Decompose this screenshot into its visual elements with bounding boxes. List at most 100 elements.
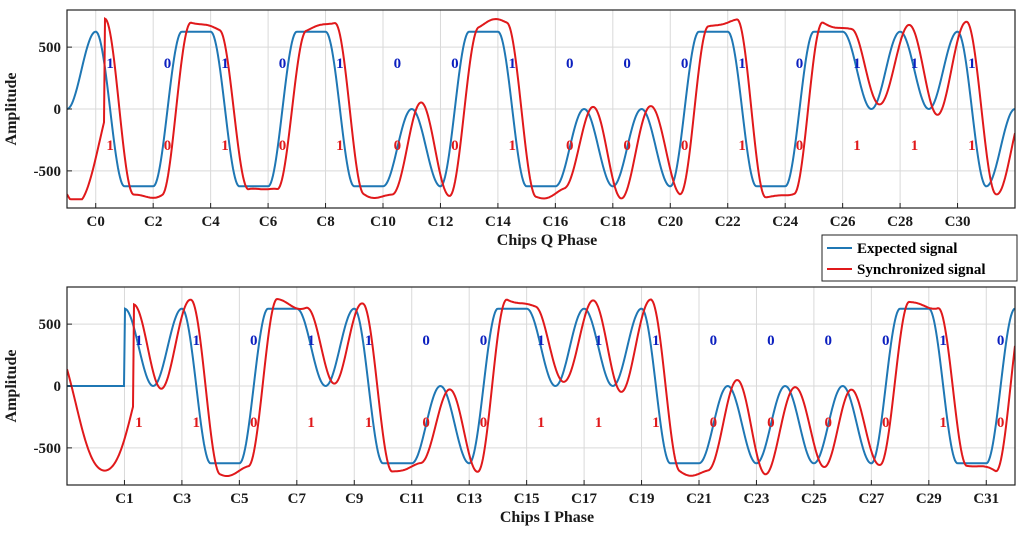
series-line-synchronized-signal: [67, 17, 1015, 201]
legend-label: Expected signal: [857, 241, 957, 257]
y-axis-label: Amplitude: [3, 350, 20, 423]
bit-label-expected: 0: [681, 56, 689, 72]
x-tick-label: C28: [887, 214, 913, 230]
x-tick-label: C4: [201, 214, 220, 230]
x-tick-label: C29: [916, 491, 942, 507]
bit-label-expected: 0: [164, 56, 172, 72]
x-axis-label: Chips I Phase: [500, 509, 594, 526]
bit-label-synchronized: 0: [882, 415, 890, 431]
bit-label-synchronized: 0: [825, 415, 833, 431]
x-tick-label: C9: [345, 491, 363, 507]
bit-label-synchronized: 0: [767, 415, 775, 431]
bit-label-synchronized: 1: [537, 415, 545, 431]
bit-label-expected: 0: [279, 56, 287, 72]
bit-label-synchronized: 0: [451, 138, 459, 154]
bit-label-expected: 1: [193, 333, 201, 349]
x-tick-label: C1: [115, 491, 133, 507]
bit-label-synchronized: 1: [106, 138, 114, 154]
bit-label-expected: 0: [394, 56, 402, 72]
x-tick-label: C0: [87, 214, 105, 230]
bit-label-synchronized: 0: [279, 138, 287, 154]
bit-label-expected: 1: [652, 333, 660, 349]
bit-label-synchronized: 0: [422, 415, 430, 431]
x-tick-label: C31: [973, 491, 999, 507]
x-tick-label: C8: [316, 214, 334, 230]
x-tick-label: C27: [858, 491, 884, 507]
bit-label-expected: 1: [911, 56, 919, 72]
bit-label-synchronized: 1: [307, 415, 315, 431]
bit-label-synchronized: 1: [911, 138, 919, 154]
bit-label-expected: 0: [566, 56, 574, 72]
x-tick-label: C25: [801, 491, 827, 507]
bit-label-synchronized: 0: [997, 415, 1005, 431]
x-tick-label: C14: [485, 214, 511, 230]
series-lines: [67, 297, 1015, 477]
x-tick-label: C2: [144, 214, 162, 230]
x-tick-label: C5: [230, 491, 248, 507]
bit-label-expected: 0: [710, 333, 718, 349]
bit-label-synchronized: 0: [566, 138, 574, 154]
bit-label-expected: 0: [825, 333, 833, 349]
bit-label-synchronized: 0: [164, 138, 172, 154]
x-tick-label: C18: [600, 214, 626, 230]
y-tick-label: 500: [39, 40, 62, 56]
x-tick-label: C16: [542, 214, 568, 230]
x-axis-label: Chips Q Phase: [497, 232, 597, 249]
legend-label: Synchronized signal: [857, 262, 986, 278]
bit-label-synchronized: 1: [336, 138, 344, 154]
bit-label-synchronized: 0: [710, 415, 718, 431]
x-tick-label: C22: [715, 214, 741, 230]
bit-label-expected: 1: [595, 333, 603, 349]
bit-label-synchronized: 1: [968, 138, 976, 154]
bit-label-synchronized: 1: [652, 415, 660, 431]
bit-label-expected: 1: [336, 56, 344, 72]
bit-label-expected: 1: [135, 333, 143, 349]
bit-label-expected: 0: [623, 56, 631, 72]
bit-label-expected: 0: [882, 333, 890, 349]
bit-label-expected: 1: [537, 333, 545, 349]
bit-label-expected: 0: [767, 333, 775, 349]
x-tick-label: C19: [629, 491, 655, 507]
y-tick-label: -500: [34, 441, 62, 457]
bit-label-expected: 1: [853, 56, 861, 72]
bit-label-synchronized: 1: [365, 415, 373, 431]
x-tick-label: C6: [259, 214, 278, 230]
bit-label-synchronized: 1: [135, 415, 143, 431]
bit-label-synchronized: 1: [853, 138, 861, 154]
bit-label-expected: 0: [480, 333, 488, 349]
bit-label-synchronized: 1: [509, 138, 517, 154]
bit-label-expected: 1: [106, 56, 114, 72]
y-tick-label: -500: [34, 164, 62, 180]
x-tick-label: C7: [288, 491, 307, 507]
bit-label-synchronized: 0: [394, 138, 402, 154]
bit-label-synchronized: 1: [595, 415, 603, 431]
x-tick-label: C30: [945, 214, 971, 230]
bit-label-synchronized: 0: [480, 415, 488, 431]
x-tick-label: C13: [456, 491, 482, 507]
series-line-expected-signal: [67, 307, 1015, 465]
bit-label-expected: 1: [968, 56, 976, 72]
x-tick-label: C10: [370, 214, 396, 230]
x-tick-label: C21: [686, 491, 712, 507]
bit-label-expected: 0: [250, 333, 258, 349]
bit-label-synchronized: 0: [250, 415, 258, 431]
bit-label-expected: 0: [422, 333, 430, 349]
x-tick-label: C15: [514, 491, 540, 507]
bit-label-expected: 1: [939, 333, 947, 349]
series-line-synchronized-signal: [67, 297, 1015, 477]
y-tick-label: 0: [54, 102, 62, 118]
bit-label-synchronized: 1: [221, 138, 229, 154]
legend: Expected signal Synchronized signal: [821, 234, 1018, 282]
x-tick-label: C3: [173, 491, 191, 507]
x-tick-label: C23: [744, 491, 770, 507]
x-tick-label: C20: [657, 214, 683, 230]
bit-label-expected: 0: [796, 56, 804, 72]
bit-label-expected: 1: [365, 333, 373, 349]
y-axis-label: Amplitude: [3, 73, 20, 146]
bit-label-synchronized: 0: [681, 138, 689, 154]
bit-label-synchronized: 1: [939, 415, 947, 431]
x-tick-label: C12: [428, 214, 454, 230]
x-tick-label: C26: [830, 214, 856, 230]
bit-label-expected: 1: [509, 56, 517, 72]
